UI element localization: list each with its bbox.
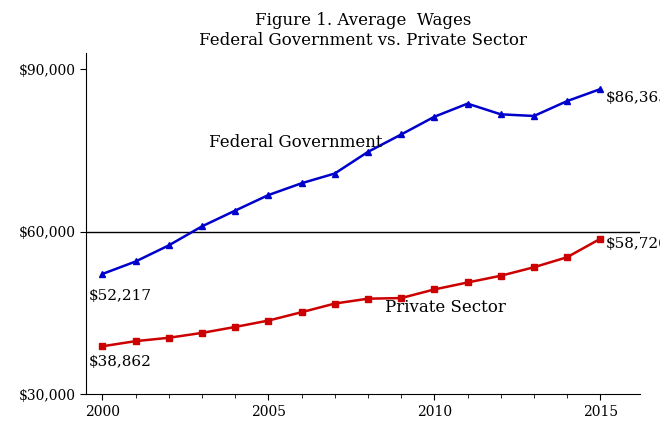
Text: $58,726: $58,726 <box>605 237 660 251</box>
Title: Figure 1. Average  Wages
Federal Government vs. Private Sector: Figure 1. Average Wages Federal Governme… <box>199 12 527 49</box>
Text: $86,365: $86,365 <box>605 90 660 105</box>
Text: $38,862: $38,862 <box>89 355 152 369</box>
Text: $52,217: $52,217 <box>89 289 152 303</box>
Text: Federal Government: Federal Government <box>209 134 382 151</box>
Text: Private Sector: Private Sector <box>385 299 506 316</box>
